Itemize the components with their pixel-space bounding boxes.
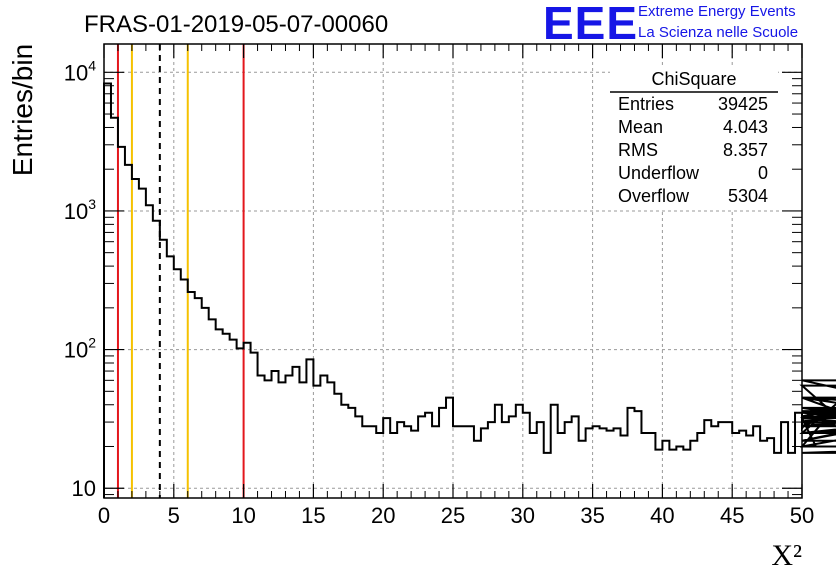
stats-title: ChiSquare xyxy=(651,69,736,89)
x-axis-label: X² xyxy=(771,539,802,572)
x-tick-label: 15 xyxy=(301,503,325,528)
stats-value: 4.043 xyxy=(723,117,768,137)
stats-value: 39425 xyxy=(718,94,768,114)
axis-tick-labels: 0 5 10 15 20 25 30 35 40 45 50 10 102 103 104 xyxy=(64,57,815,528)
y-tick-label: 104 xyxy=(64,57,96,85)
axis-ticks xyxy=(103,44,803,498)
x-tick-label: 5 xyxy=(168,503,180,528)
x-tick-label: 0 xyxy=(98,503,110,528)
stats-label: RMS xyxy=(618,140,658,160)
eee-logo: EEE xyxy=(543,0,639,49)
x-tick-label: 35 xyxy=(580,503,604,528)
stats-label: Mean xyxy=(618,117,663,137)
x-tick-label: 10 xyxy=(231,503,255,528)
y-axis-label: Entries/bin xyxy=(7,44,38,176)
x-tick-label: 30 xyxy=(511,503,535,528)
x-tick-label: 50 xyxy=(790,503,814,528)
y-tick-label: 10 xyxy=(72,476,96,501)
x-tick-label: 20 xyxy=(371,503,395,528)
y-tick-label: 102 xyxy=(64,335,96,363)
stats-value: 5304 xyxy=(728,186,768,206)
logo-line-2: La Scienza nelle Scuole xyxy=(638,24,799,41)
stats-value: 8.357 xyxy=(723,140,768,160)
x-tick-label: 25 xyxy=(441,503,465,528)
stats-label: Entries xyxy=(618,94,674,114)
stats-box: ChiSquare Entries 39425 Mean 4.043 RMS 8.357 Un… xyxy=(610,68,778,210)
y-tick-label: 103 xyxy=(64,196,96,224)
chart-title: FRAS-01-2019-05-07-00060 xyxy=(84,11,388,38)
x-tick-label: 45 xyxy=(720,503,744,528)
x-tick-label: 40 xyxy=(650,503,674,528)
stats-label: Underflow xyxy=(618,163,700,183)
stats-value: 0 xyxy=(758,163,768,183)
stats-label: Overflow xyxy=(618,186,690,206)
logo-line-1: Extreme Energy Events xyxy=(638,3,796,20)
